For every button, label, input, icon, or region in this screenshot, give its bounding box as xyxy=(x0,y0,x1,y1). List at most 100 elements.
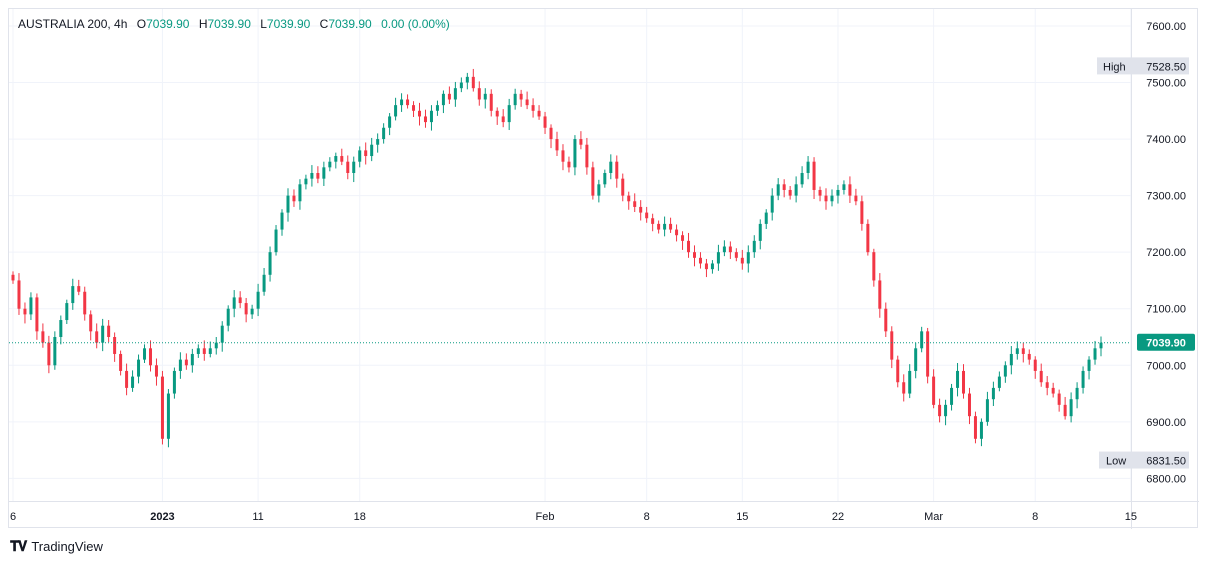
candle-body xyxy=(214,342,218,349)
candle-body xyxy=(896,359,900,383)
candle-body xyxy=(131,376,135,388)
candle-body xyxy=(1081,370,1085,388)
time-axis-label: 2023 xyxy=(150,511,174,523)
candle-body xyxy=(1045,382,1049,388)
legend-close-label: C xyxy=(319,17,329,31)
candle-body xyxy=(406,99,410,106)
legend-high-label: H xyxy=(198,17,208,31)
candle-body xyxy=(740,257,744,264)
candle-body xyxy=(89,314,93,332)
time-axis-label: 11 xyxy=(252,511,263,523)
candle-body xyxy=(250,308,254,315)
candle-body xyxy=(1051,387,1055,394)
candle-body xyxy=(944,404,948,417)
candle-body xyxy=(11,274,15,281)
candle-body xyxy=(908,370,912,394)
candle-body xyxy=(423,116,427,123)
candle-body xyxy=(639,206,643,213)
candle-body xyxy=(645,212,649,219)
price-axis-label: 7500.00 xyxy=(1146,78,1186,90)
candle-body xyxy=(543,116,547,128)
candle-body xyxy=(1093,348,1097,360)
candle-body xyxy=(489,93,493,111)
chart-legend: AUSTRALIA 200, 4h O7039.90 H7039.90 L703… xyxy=(18,17,456,31)
candle-body xyxy=(376,139,380,145)
candle-body xyxy=(304,178,308,185)
candle-body xyxy=(358,150,362,162)
high-marker-label: High xyxy=(1103,61,1126,73)
candle-body xyxy=(477,88,481,100)
candle-body xyxy=(208,348,212,354)
candle-body xyxy=(555,139,559,151)
candle-body xyxy=(447,93,451,100)
legend-low-value: 7039.90 xyxy=(266,17,311,31)
candle-body xyxy=(178,359,182,371)
legend-low-label: L xyxy=(260,17,267,31)
candle-body xyxy=(842,184,846,190)
candle-body xyxy=(154,365,158,377)
candle-body xyxy=(47,342,51,366)
candle-body xyxy=(388,116,392,128)
candle-body xyxy=(872,252,876,281)
low-marker-value: 6831.50 xyxy=(1146,456,1186,468)
candle-body xyxy=(914,348,918,371)
price-axis-label: 7400.00 xyxy=(1146,134,1186,146)
candle-body xyxy=(561,150,565,162)
chart-frame[interactable]: 7600.00 7500.00 7400.00 7300.00 7200.00 7100.… xyxy=(8,8,1199,529)
candle-body xyxy=(991,387,995,400)
candle-body xyxy=(95,331,99,343)
candle-body xyxy=(17,280,21,309)
candle-body xyxy=(471,76,475,89)
price-chart[interactable]: 7600.00 7500.00 7400.00 7300.00 7200.00 7100.… xyxy=(9,9,1199,529)
candle-body xyxy=(698,257,702,264)
candle-body xyxy=(268,252,272,275)
candle-body xyxy=(932,376,936,405)
legend-close-value: 7039.90 xyxy=(328,17,372,31)
candle-body xyxy=(794,184,798,196)
candle-body xyxy=(501,116,505,123)
candle-body xyxy=(866,223,870,253)
candle-body xyxy=(160,376,164,439)
candle-body xyxy=(692,252,696,258)
candle-body xyxy=(950,387,954,405)
candle-body xyxy=(621,178,625,196)
candle-body xyxy=(202,348,206,354)
price-axis-label: 6900.00 xyxy=(1146,417,1186,429)
candle-body xyxy=(752,240,756,253)
candle-body xyxy=(824,195,828,202)
candle-body xyxy=(53,337,57,366)
candle-body xyxy=(119,353,123,371)
legend-open-label: O xyxy=(136,17,147,31)
candle-body xyxy=(1099,342,1103,349)
legend-symbol: AUSTRALIA 200, 4h xyxy=(18,17,128,31)
candle-body xyxy=(190,353,194,366)
tradingview-logo-icon: 𝐓𝐕 xyxy=(10,538,27,554)
candle-body xyxy=(316,173,320,179)
candle-body xyxy=(41,331,45,343)
candle-body xyxy=(148,348,152,366)
brand-name: TradingView xyxy=(31,539,103,554)
candle-body xyxy=(591,167,595,196)
time-axis-label: 15 xyxy=(736,511,748,523)
candle-body xyxy=(286,195,290,213)
candle-body xyxy=(716,252,720,264)
candle-body xyxy=(549,127,553,140)
time-axis-label: 15 xyxy=(1125,511,1137,523)
candle-body xyxy=(370,144,374,157)
candle-body xyxy=(1027,353,1031,360)
candle-body xyxy=(352,161,356,173)
candle-body xyxy=(764,212,768,224)
price-axis-label: 7600.00 xyxy=(1146,21,1186,33)
candle-body xyxy=(1039,370,1043,383)
price-axis-label: 7300.00 xyxy=(1146,191,1186,203)
candle-body xyxy=(573,139,577,168)
candle-body xyxy=(663,223,667,230)
candle-body xyxy=(346,161,350,173)
candle-body xyxy=(956,370,960,388)
candle-body xyxy=(985,399,989,422)
candle-body xyxy=(262,274,266,292)
time-axis-label: 8 xyxy=(1032,511,1038,523)
candle-body xyxy=(1069,399,1073,417)
tradingview-brand[interactable]: 𝐓𝐕 TradingView xyxy=(10,538,103,555)
time-axis-label: 8 xyxy=(644,511,650,523)
